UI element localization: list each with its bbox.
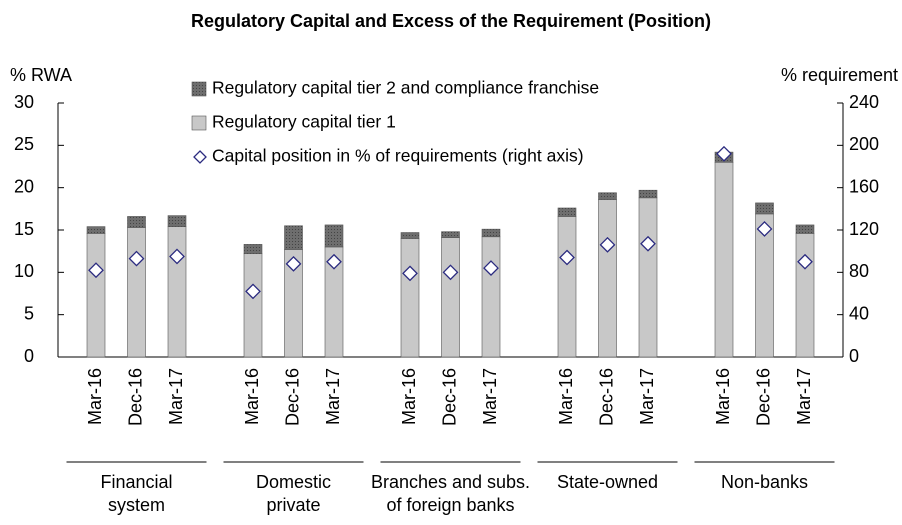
diamond-marker xyxy=(640,235,656,252)
x-tick-label: Mar-17 xyxy=(323,368,343,425)
diamond-marker xyxy=(442,264,459,281)
x-tick-label: Mar-17 xyxy=(637,368,657,425)
x-tick-label: Dec-16 xyxy=(439,368,459,426)
chart-title: Regulatory Capital and Excess of the Req… xyxy=(191,11,711,31)
x-tick-label: Mar-16 xyxy=(556,368,576,425)
bar xyxy=(284,225,303,250)
y2-tick-label: 160 xyxy=(849,176,879,196)
legend-swatch xyxy=(191,81,207,97)
x-tick-label: Mar-17 xyxy=(480,368,500,425)
diamond-marker xyxy=(285,255,302,272)
group-label: State-owned xyxy=(557,472,658,492)
y2-tick-label: 120 xyxy=(849,219,879,239)
bar xyxy=(481,236,501,358)
bar xyxy=(598,192,617,200)
x-tick-label: Mar-16 xyxy=(242,368,262,425)
x-tick-label: Mar-16 xyxy=(399,368,419,425)
y-tick-label: 30 xyxy=(14,92,34,112)
group-label: system xyxy=(108,495,165,515)
bar xyxy=(441,237,460,358)
x-tick-label: Mar-17 xyxy=(166,368,186,425)
x-tick-label: Dec-16 xyxy=(596,368,616,426)
bar xyxy=(400,232,420,239)
diamond-marker xyxy=(169,248,185,265)
bar xyxy=(167,226,187,358)
y-tick-label: 5 xyxy=(24,303,34,323)
bar xyxy=(127,227,146,358)
diamond-marker xyxy=(326,253,342,270)
x-tick-label: Dec-16 xyxy=(125,368,145,426)
group-label: Non-banks xyxy=(721,472,808,492)
bar xyxy=(795,233,815,358)
y2-tick-label: 0 xyxy=(849,346,859,366)
bar xyxy=(638,189,658,199)
diamond-marker xyxy=(128,250,145,267)
bar xyxy=(324,224,344,248)
y-tick-label: 0 xyxy=(24,346,34,366)
bar xyxy=(86,226,106,234)
x-tick-label: Mar-16 xyxy=(85,368,105,425)
bar xyxy=(557,207,577,217)
diamond-marker xyxy=(402,265,418,282)
y2-tick-label: 200 xyxy=(849,134,879,154)
diamond-marker xyxy=(88,262,104,279)
y-tick-label: 10 xyxy=(14,261,34,281)
bar xyxy=(755,202,774,215)
legend-swatch xyxy=(191,115,207,131)
x-tick-label: Dec-16 xyxy=(753,368,773,426)
bar xyxy=(714,161,734,358)
x-tick-label: Mar-16 xyxy=(713,368,733,425)
group-label: Branches and subs. xyxy=(371,472,530,492)
y-tick-label: 25 xyxy=(14,134,34,154)
diamond-marker xyxy=(245,283,261,300)
diamond-marker xyxy=(599,236,616,253)
y2-tick-label: 40 xyxy=(849,303,869,323)
x-tick-label: Mar-17 xyxy=(794,368,814,425)
x-tick-label: Dec-16 xyxy=(282,368,302,426)
legend-label: Regulatory capital tier 2 and compliance… xyxy=(212,78,599,98)
y-axis-title: % RWA xyxy=(10,65,72,85)
diamond-marker xyxy=(797,253,813,270)
group-label: Domestic xyxy=(256,472,331,492)
bar xyxy=(86,233,106,358)
bar xyxy=(167,215,187,227)
y2-axis-title: % requirement xyxy=(781,65,898,85)
bar xyxy=(243,244,263,255)
bar xyxy=(638,197,658,358)
group-label: of foreign banks xyxy=(386,495,514,515)
diamond-marker xyxy=(559,249,575,266)
bar xyxy=(481,228,501,238)
bar xyxy=(243,253,263,358)
legend-label: Regulatory capital tier 1 xyxy=(212,112,396,132)
bar xyxy=(441,231,460,238)
diamond-marker xyxy=(716,145,732,162)
y-tick-label: 15 xyxy=(14,219,34,239)
bar xyxy=(557,216,577,358)
bar xyxy=(598,199,617,358)
diamond-marker xyxy=(756,221,773,237)
y-tick-label: 20 xyxy=(14,176,34,196)
bar xyxy=(400,238,420,358)
y2-tick-label: 80 xyxy=(849,261,869,281)
bar xyxy=(795,224,815,234)
legend-marker xyxy=(193,150,207,164)
diamond-marker xyxy=(483,260,499,277)
y2-tick-label: 240 xyxy=(849,92,879,112)
bar xyxy=(127,216,146,228)
group-label: private xyxy=(266,495,320,515)
legend-label: Capital position in % of requirements (r… xyxy=(212,146,584,166)
group-label: Financial xyxy=(100,472,172,492)
